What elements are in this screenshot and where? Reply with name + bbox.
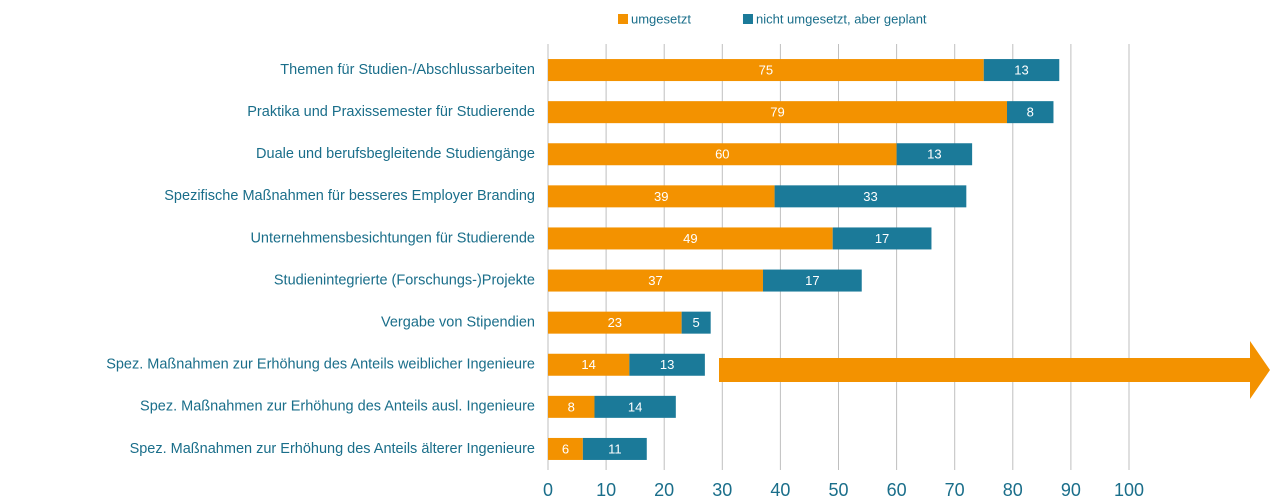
x-tick-label: 40	[770, 480, 790, 499]
value-label: 13	[660, 357, 674, 372]
x-tick-label: 20	[654, 480, 674, 499]
bar-segment	[681, 311, 711, 334]
category-label: Spez. Maßnahmen zur Erhöhung des Anteils…	[130, 441, 535, 457]
bar-segment	[896, 143, 973, 166]
x-tick-label: 50	[828, 480, 848, 499]
value-label: 39	[654, 189, 668, 204]
legend-swatch	[742, 14, 753, 24]
bar-segment	[548, 101, 1007, 124]
x-tick-label: 10	[596, 480, 616, 499]
bar-segment	[832, 227, 932, 250]
x-tick-label: 90	[1061, 480, 1081, 499]
bar-segment	[548, 143, 897, 166]
value-label: 6	[562, 441, 569, 456]
bar-segment	[594, 395, 676, 418]
value-label: 33	[863, 189, 877, 204]
legend-swatch	[618, 14, 628, 24]
category-label: Spez. Maßnahmen zur Erhöhung des Anteils…	[140, 399, 535, 415]
arrow	[719, 341, 1270, 399]
category-label: Unternehmensbesichtungen für Studierende	[250, 230, 535, 246]
category-label: Vergabe von Stipendien	[381, 314, 535, 330]
bar-segment	[582, 437, 647, 460]
value-label: 14	[581, 357, 595, 372]
value-label: 13	[927, 147, 941, 162]
x-tick-label: 100	[1114, 480, 1144, 499]
x-tick-label: 60	[887, 480, 907, 499]
value-label: 13	[1014, 62, 1028, 77]
x-tick-label: 30	[712, 480, 732, 499]
bar-segment	[548, 437, 583, 460]
bar-segment	[1006, 101, 1054, 124]
value-label: 37	[648, 273, 662, 288]
x-tick-label: 70	[945, 480, 965, 499]
legend-label: umgesetzt	[631, 11, 691, 26]
value-label: 14	[628, 399, 642, 414]
bar-segment	[548, 395, 595, 418]
value-label: 60	[715, 147, 729, 162]
bar-segment	[548, 227, 833, 250]
value-label: 79	[770, 105, 784, 120]
value-label: 8	[1027, 105, 1034, 120]
value-label: 5	[693, 315, 700, 330]
bar-segment	[774, 185, 967, 208]
bar-segment	[762, 269, 862, 292]
category-label: Praktika und Praxissemester für Studiere…	[247, 104, 535, 120]
category-label: Themen für Studien-/Abschlussarbeiten	[280, 62, 535, 78]
category-label: Spez. Maßnahmen zur Erhöhung des Anteils…	[106, 357, 535, 373]
bar-segment	[548, 353, 630, 376]
category-label: Duale und berufsbegleitende Studiengänge	[256, 146, 535, 162]
legend-label: nicht umgesetzt, aber geplant	[756, 11, 927, 26]
bar-segment	[629, 353, 705, 376]
bar-segment	[548, 185, 775, 208]
value-label: 75	[759, 62, 773, 77]
value-label: 23	[608, 315, 622, 330]
category-label: Studienintegrierte (Forschungs-)Projekte	[274, 272, 535, 288]
bar-segment	[548, 269, 763, 292]
x-tick-label: 80	[1003, 480, 1023, 499]
bar-segment	[983, 59, 1060, 82]
bar-segment	[548, 311, 682, 334]
value-label: 17	[805, 273, 819, 288]
x-tick-label: 0	[543, 480, 553, 499]
value-label: 11	[608, 441, 622, 456]
value-label: 8	[568, 399, 575, 414]
value-label: 49	[683, 231, 697, 246]
bar-segment	[548, 59, 984, 82]
category-label: Spezifische Maßnahmen für besseres Emplo…	[164, 188, 535, 204]
value-label: 17	[875, 231, 889, 246]
